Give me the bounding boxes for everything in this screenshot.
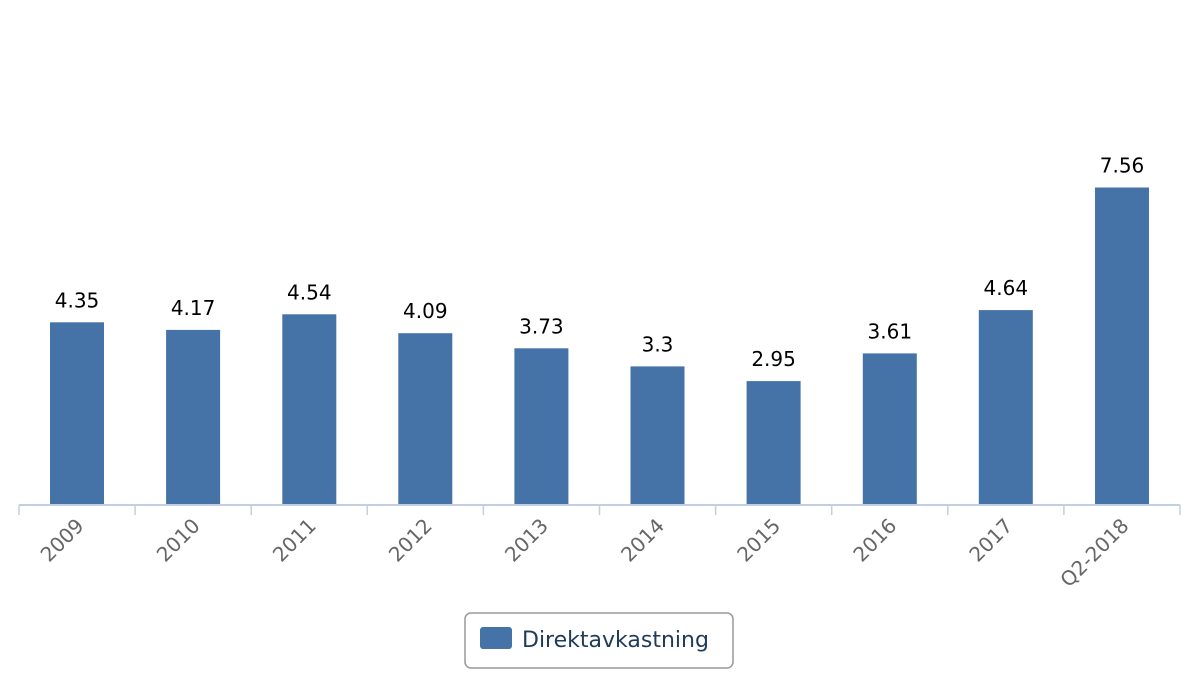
bar-2014[interactable]: [630, 366, 685, 505]
bars-group: [50, 187, 1149, 506]
x-tick-label-2013: 2013: [500, 514, 553, 567]
bar-2016[interactable]: [862, 353, 917, 505]
x-tick-label-Q2-2018: Q2-2018: [1055, 514, 1133, 592]
x-tick-label-2015: 2015: [732, 514, 785, 567]
data-label-2014: 3.3: [642, 332, 674, 356]
bar-2013[interactable]: [514, 348, 569, 505]
legend-swatch: [480, 627, 512, 649]
legend-box: [464, 612, 734, 669]
x-tick-label-2014: 2014: [616, 514, 669, 567]
bar-2015[interactable]: [746, 381, 801, 505]
data-label-2016: 3.61: [868, 319, 913, 343]
x-axis-tick-labels: 2009 2010 2011 2012 2013 2014 2015 2016 2017 Q2-2…: [36, 514, 1134, 592]
legend-item-label: Direktavkastning: [522, 628, 709, 653]
bar-2012[interactable]: [398, 333, 453, 505]
data-label-2011: 4.54: [287, 280, 332, 304]
x-axis-ticks: [18, 505, 1181, 515]
data-label-2015: 2.95: [751, 347, 796, 371]
data-label-2010: 4.17: [171, 296, 216, 320]
bar-Q2-2018[interactable]: [1095, 187, 1149, 506]
x-tick-label-2012: 2012: [384, 514, 437, 567]
data-label-2017: 4.64: [984, 276, 1029, 300]
data-label-2009: 4.35: [55, 288, 100, 312]
data-labels-group: 4.35 4.17 4.54 4.09 3.73 3.3 2.95 3.61 4.64 7.56: [55, 154, 1145, 372]
data-label-Q2-2018: 7.56: [1100, 154, 1145, 178]
data-label-2013: 3.73: [519, 314, 564, 338]
x-tick-label-2009: 2009: [36, 514, 89, 567]
bar-2017[interactable]: [978, 310, 1033, 505]
x-tick-label-2016: 2016: [848, 514, 901, 567]
bar-2010[interactable]: [166, 329, 221, 505]
x-tick-label-2010: 2010: [152, 514, 205, 567]
data-label-2012: 4.09: [403, 299, 448, 323]
bar-2009[interactable]: [50, 322, 104, 505]
x-tick-label-2017: 2017: [964, 514, 1017, 567]
legend[interactable]: Direktavkastning: [464, 612, 734, 669]
x-tick-label-2011: 2011: [268, 514, 321, 567]
bar-2011[interactable]: [282, 314, 337, 505]
